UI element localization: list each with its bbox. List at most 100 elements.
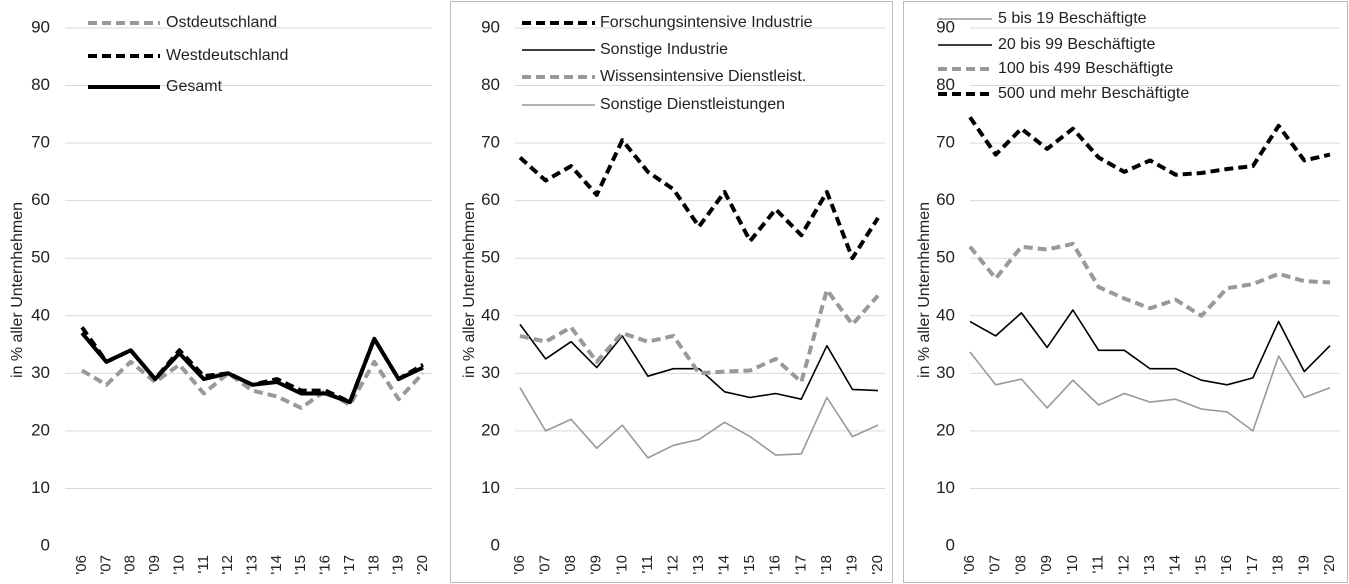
x-tick-label: '11 (195, 555, 212, 573)
legend-label: Ostdeutschland (166, 14, 277, 31)
y-tick-label: 30 (936, 363, 955, 382)
x-tick-label: '11 (1090, 555, 1107, 573)
x-tick-label: '07 (987, 555, 1004, 575)
chart: 0 10 20 30 40 50 60 70 80 90 in % aller Unternhehm… (9, 14, 432, 575)
data-line (968, 241, 1331, 318)
x-tick-label: '20 (1321, 555, 1338, 575)
y-tick-label: 10 (936, 478, 955, 497)
legend-label: 5 bis 19 Beschäftigte (998, 10, 1147, 27)
y-tick-label: 90 (31, 17, 50, 36)
legend-label: 500 und mehr Beschäftigte (998, 85, 1189, 102)
y-tick-label: 10 (481, 478, 500, 497)
x-tick-label: '06 (961, 555, 978, 575)
y-tick-label: 20 (31, 420, 50, 439)
y-tick-label: 60 (31, 190, 50, 209)
y-tick-label: 10 (31, 478, 50, 497)
y-tick-label: 0 (946, 535, 955, 554)
data-line (519, 323, 879, 400)
legend-label: Gesamt (166, 78, 223, 95)
y-tick-label: 40 (31, 305, 50, 324)
y-tick-label: 90 (481, 17, 500, 36)
x-tick-label: '16 (1218, 555, 1235, 575)
y-tick-label: 70 (481, 133, 500, 152)
x-tick-label: '19 (843, 555, 860, 575)
y-tick-label: 70 (936, 133, 955, 152)
x-tick-label: '07 (537, 555, 554, 575)
chart: 0 10 20 30 40 50 60 70 80 90 in % aller Unternhehm… (903, 1, 1348, 583)
y-tick-label: 30 (481, 363, 500, 382)
data-line (80, 359, 425, 410)
x-tick-label: '09 (1038, 555, 1055, 575)
x-tick-label: '12 (664, 555, 681, 575)
x-tick-label: '20 (869, 555, 886, 575)
data-line (80, 331, 424, 405)
y-tick-label: 60 (936, 190, 955, 209)
y-tick-label: 90 (936, 17, 955, 36)
y-tick-label: 30 (31, 363, 50, 382)
data-line (969, 309, 1331, 386)
x-tick-label: '19 (1295, 555, 1312, 575)
y-axis-label: in % aller Unternhehmen (461, 202, 478, 378)
x-tick-label: '08 (122, 555, 139, 575)
chart: 0 10 20 30 40 50 60 70 80 90 in % aller Unternhehm… (450, 1, 893, 583)
x-tick-label: '16 (317, 555, 334, 575)
chart-border (450, 1, 893, 583)
legend-label: Sonstige Industrie (600, 41, 728, 58)
legend-label: 100 bis 499 Beschäftigte (998, 60, 1173, 77)
x-tick-label: '18 (818, 555, 835, 575)
y-tick-label: 0 (41, 535, 50, 554)
legend-label: Forschungsintensive Industrie (600, 14, 813, 31)
x-tick-label: '12 (219, 555, 236, 575)
x-tick-label: '19 (390, 555, 407, 575)
x-tick-label: '09 (588, 555, 605, 575)
x-tick-label: '10 (170, 555, 187, 575)
data-line (968, 116, 1331, 177)
legend-label: 20 bis 99 Beschäftigte (998, 36, 1156, 53)
x-tick-label: '15 (741, 555, 758, 575)
x-tick-label: '15 (292, 555, 309, 575)
data-line (519, 287, 880, 384)
y-tick-label: 50 (31, 248, 50, 267)
x-tick-label: '20 (414, 555, 431, 575)
y-tick-label: 40 (481, 305, 500, 324)
x-tick-label: '10 (1064, 555, 1081, 575)
x-tick-label: '14 (1167, 555, 1184, 575)
x-tick-label: '07 (97, 555, 114, 575)
y-tick-label: 0 (491, 535, 500, 554)
y-tick-label: 50 (936, 248, 955, 267)
x-tick-label: '09 (146, 555, 163, 575)
y-tick-label: 50 (481, 248, 500, 267)
x-tick-label: '16 (767, 555, 784, 575)
y-axis-label: in % aller Unternhehmen (9, 202, 26, 378)
x-tick-label: '14 (716, 555, 733, 575)
x-tick-label: '14 (268, 555, 285, 575)
y-axis-label: in % aller Unternhehmen (916, 202, 933, 378)
y-tick-label: 20 (936, 420, 955, 439)
data-line (518, 138, 880, 261)
x-tick-label: '08 (562, 555, 579, 575)
y-tick-label: 60 (481, 190, 500, 209)
x-tick-label: '18 (365, 555, 382, 575)
y-tick-label: 80 (481, 75, 500, 94)
y-tick-label: 70 (31, 133, 50, 152)
data-line (519, 387, 879, 459)
legend-label: Wissensintensive Dienstleist. (600, 68, 806, 85)
x-tick-label: '15 (1192, 555, 1209, 575)
x-tick-label: '08 (1012, 555, 1029, 575)
x-tick-label: '10 (613, 555, 630, 575)
x-tick-label: '13 (690, 555, 707, 575)
y-tick-label: 80 (31, 75, 50, 94)
x-tick-label: '11 (639, 555, 656, 573)
x-tick-label: '13 (1141, 555, 1158, 575)
chart-border (903, 1, 1348, 583)
legend-label: Westdeutschland (166, 47, 288, 64)
y-tick-label: 40 (936, 305, 955, 324)
x-tick-label: '18 (1270, 555, 1287, 575)
x-tick-label: '13 (243, 555, 260, 575)
data-line (969, 351, 1331, 432)
x-tick-label: '17 (341, 555, 358, 575)
x-tick-label: '17 (792, 555, 809, 575)
x-tick-label: '12 (1115, 555, 1132, 575)
y-tick-label: 80 (936, 75, 955, 94)
